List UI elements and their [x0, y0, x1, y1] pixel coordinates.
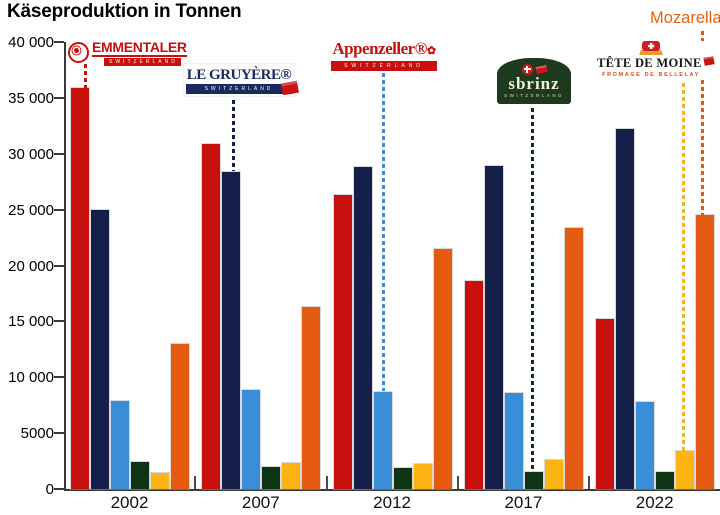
emmentaler-rosette-icon [68, 42, 89, 63]
x-axis-label-2022: 2022 [635, 493, 674, 512]
x-axis-group-tick [194, 476, 197, 489]
bar-le-gruy-re-2007 [222, 171, 241, 489]
x-axis-label-2002: 2002 [110, 493, 149, 512]
leader-line-tete-de-moine [682, 83, 685, 451]
tete-de-moine-name: TÊTE DE MOINE [597, 56, 702, 70]
x-axis-group-tick [456, 476, 459, 489]
tete-de-moine-wordmark: TÊTE DE MOINE [597, 56, 715, 70]
legend-logo-appenzeller: Appenzeller®✿ SWITZERLAND [331, 40, 437, 71]
legend-logo-sbrinz: sbrinz SWITZERLAND [497, 58, 571, 104]
y-axis-tick-label: 15 000 [8, 313, 54, 331]
y-axis-tick [54, 96, 64, 99]
bar-sbrinz-2012 [393, 467, 412, 489]
bar-sbrinz-2022 [656, 472, 675, 489]
bar-emmentaler-2007 [202, 143, 221, 489]
legend-label-mozarella: Mozarella [650, 9, 720, 27]
y-axis-tick-label: 25 000 [8, 201, 54, 219]
swiss-flag-icon [639, 41, 663, 55]
bar-le-gruy-re-2022 [616, 129, 635, 489]
aop-flag-icon [534, 64, 548, 74]
y-axis-tick-label: 0 [45, 481, 54, 498]
bar-t-te-de-moine-2022 [676, 451, 695, 489]
bar-appenzeller-2022 [636, 401, 655, 489]
swiss-cross-icon [521, 63, 533, 75]
bar-appenzeller-2002 [111, 400, 129, 489]
bar-mozarella-2002 [171, 343, 189, 489]
appenzeller-flower-icon: ✿ [426, 45, 436, 57]
bar-le-gruy-re-2012 [353, 167, 372, 489]
leader-line-mozarella [701, 31, 704, 215]
sbrinz-wordmark: sbrinz [508, 73, 560, 93]
aop-badge-icon [281, 80, 299, 96]
bar-appenzeller-2017 [504, 392, 523, 489]
y-axis-tick [54, 41, 64, 43]
bar-emmentaler-2012 [333, 195, 352, 489]
bar-t-te-de-moine-2017 [544, 459, 563, 489]
y-axis-tick-label: 35 000 [8, 89, 54, 107]
bar-sbrinz-2017 [524, 472, 543, 489]
bar-t-te-de-moine-2012 [413, 464, 432, 489]
bar-emmentaler-2002 [71, 87, 89, 489]
appenzeller-wordmark: Appenzeller®✿ [331, 40, 437, 60]
gruyere-wordmark: LE GRUYÈRE® [186, 67, 292, 83]
leader-line-sbrinz [531, 108, 534, 472]
bar-le-gruy-re-2017 [484, 166, 503, 489]
y-axis-tick [54, 152, 64, 155]
bar-t-te-de-moine-2007 [282, 463, 301, 489]
y-axis-tick [54, 264, 64, 267]
y-axis-tick [54, 376, 64, 379]
bar-mozarella-2007 [302, 306, 321, 489]
x-axis-label-2012: 2012 [373, 493, 411, 512]
bar-t-te-de-moine-2002 [151, 473, 169, 489]
y-axis-line [64, 42, 66, 491]
legend-logo-tete-de-moine: TÊTE DE MOINE FROMAGE DE BELLELAY [597, 41, 715, 78]
aop-badge-icon [703, 56, 715, 66]
chart-title: Käseproduktion in Tonnen [7, 1, 242, 22]
gruyere-country-label: SWITZERLAND [204, 86, 274, 92]
leader-line-gruyere [232, 100, 235, 171]
x-axis-line [64, 489, 720, 491]
y-axis-tick-label: 40 000 [8, 34, 54, 51]
bar-sbrinz-2007 [262, 466, 281, 489]
bar-mozarella-2017 [564, 227, 583, 489]
y-axis-tick [54, 208, 64, 211]
bar-mozarella-2012 [433, 248, 452, 489]
bar-le-gruy-re-2002 [91, 209, 109, 489]
bar-emmentaler-2022 [596, 319, 615, 489]
y-axis-tick-label: 30 000 [8, 145, 54, 163]
bar-sbrinz-2002 [131, 462, 149, 489]
gruyere-country-band: SWITZERLAND [186, 80, 299, 96]
x-axis-label-2007: 2007 [241, 493, 280, 512]
sbrinz-country-band: SWITZERLAND [504, 92, 564, 98]
legend-logo-emmentaler: EMMENTALER SWITZERLAND [68, 40, 187, 66]
emmentaler-country-band: SWITZERLAND [104, 58, 181, 66]
bar-mozarella-2022 [696, 215, 715, 489]
x-axis-group-tick [588, 476, 591, 489]
appenzeller-name: Appenzeller® [332, 39, 427, 58]
leader-line-emmentaler [84, 64, 87, 88]
y-axis-tick-label: 5000 [20, 425, 54, 443]
legend-logo-le-gruyere: LE GRUYÈRE® SWITZERLAND [184, 64, 299, 96]
y-axis-tick-label: 20 000 [8, 257, 54, 275]
appenzeller-country-band: SWITZERLAND [331, 61, 437, 71]
y-axis-tick [54, 432, 64, 435]
tete-de-moine-subtitle: FROMAGE DE BELLELAY [602, 72, 700, 78]
x-axis-label-2017: 2017 [504, 493, 543, 512]
leader-line-appenzeller [382, 73, 385, 391]
bar-appenzeller-2012 [373, 391, 392, 489]
x-axis-group-tick [325, 476, 328, 489]
y-axis-tick [54, 320, 64, 323]
emmentaler-wordmark: EMMENTALER [92, 39, 187, 57]
bar-emmentaler-2017 [464, 281, 483, 489]
y-axis-tick [54, 488, 64, 490]
bar-appenzeller-2007 [242, 389, 261, 489]
y-axis-tick-label: 10 000 [8, 369, 54, 387]
